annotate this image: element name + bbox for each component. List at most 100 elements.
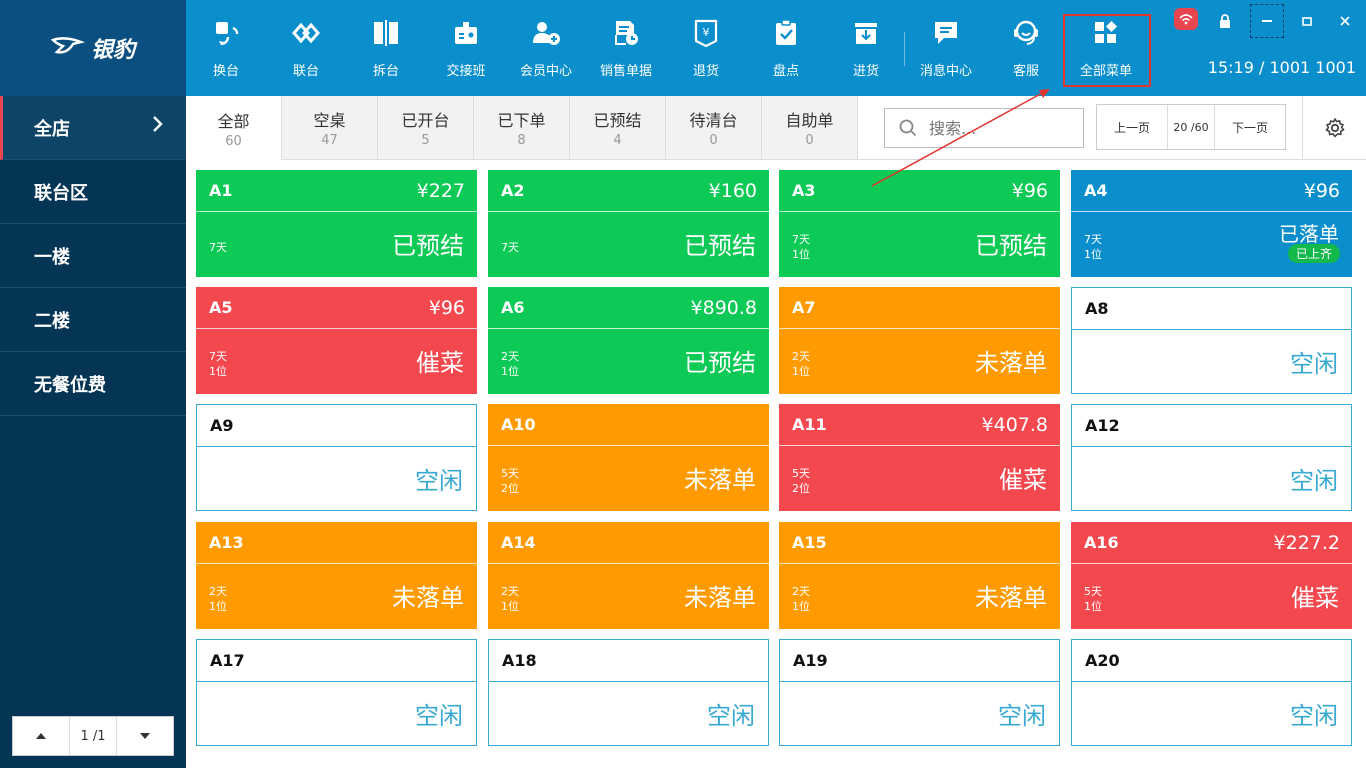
table-card[interactable]: A11 ¥407.8 5天 2位 催菜 [779, 404, 1060, 511]
tab-4[interactable]: 已预结 4 [570, 96, 666, 160]
status-badge: 已上齐 [1287, 244, 1340, 263]
table-card[interactable]: A8 空闲 [1071, 287, 1352, 394]
table-card[interactable]: A3 ¥96 7天 1位 已预结 [779, 170, 1060, 277]
table-card-header: A1 ¥227 [196, 170, 477, 212]
toolbar-button-label: 销售单据 [599, 64, 652, 79]
table-card[interactable]: A9 空闲 [196, 404, 477, 511]
table-guests: 1位 [792, 365, 810, 378]
table-card[interactable]: A15 2天 1位 未落单 [779, 522, 1060, 629]
table-card[interactable]: A14 2天 1位 未落单 [488, 522, 769, 629]
table-card-header: A12 [1072, 405, 1351, 447]
table-duration: 2天 [792, 350, 810, 363]
table-status: 已预结 [684, 349, 756, 377]
toolbar-button-3[interactable]: 交接班 [426, 18, 506, 79]
table-guests: 1位 [209, 365, 227, 378]
sidebar-item-label: 二楼 [34, 310, 70, 332]
table-card[interactable]: A5 ¥96 7天 1位 催菜 [196, 287, 477, 394]
table-card[interactable]: A19 空闲 [779, 639, 1060, 746]
sales-receipt-icon [611, 18, 641, 48]
table-card[interactable]: A13 2天 1位 未落单 [196, 522, 477, 629]
table-duration: 5天 [1084, 585, 1102, 598]
table-meta: 7天 [209, 240, 227, 255]
table-amount: ¥227.2 [1273, 531, 1340, 554]
table-card-body: 空闲 [197, 447, 476, 510]
sidebar-item-0[interactable]: 全店 [0, 96, 186, 160]
minimize-window-button[interactable] [1250, 4, 1284, 38]
table-meta: 7天 [501, 240, 519, 255]
table-card[interactable]: A4 ¥96 7天 1位 已落单 已上齐 [1071, 170, 1352, 277]
minimize-icon [1262, 20, 1272, 22]
sidebar-item-2[interactable]: 一楼 [0, 224, 186, 288]
table-amount: ¥96 [428, 296, 465, 319]
toolbar-button-4[interactable]: 会员中心 [506, 18, 586, 79]
table-pager: 上一页 20 /60 下一页 [1096, 104, 1286, 150]
toolbar-button-11[interactable]: 全部菜单 [1066, 18, 1146, 79]
table-card-header: A16 ¥227.2 [1071, 522, 1352, 564]
table-card-body: 2天 1位 未落单 [196, 564, 477, 627]
table-name: A14 [501, 533, 536, 552]
tab-6[interactable]: 自助单 0 [762, 96, 858, 160]
table-card-header: A14 [488, 522, 769, 564]
shift-handover-icon [451, 18, 481, 48]
table-card[interactable]: A2 ¥160 7天 已预结 [488, 170, 769, 277]
sidebar-page-up-button[interactable] [13, 717, 69, 755]
toolbar-button-5[interactable]: 销售单据 [586, 18, 666, 79]
search-box[interactable] [884, 108, 1084, 148]
table-card[interactable]: A6 ¥890.8 2天 1位 已预结 [488, 287, 769, 394]
tab-2[interactable]: 已开台 5 [378, 96, 474, 160]
brand-name: 银豹 [90, 38, 135, 63]
table-duration: 2天 [501, 585, 519, 598]
toolbar-button-6[interactable]: ¥ 退货 [666, 18, 746, 79]
table-card-body: 2天 1位 已预结 [488, 329, 769, 392]
toolbar-button-label: 进货 [852, 64, 879, 79]
table-guests: 1位 [1084, 248, 1102, 261]
tab-0[interactable]: 全部 60 [186, 96, 282, 160]
toolbar-button-label: 盘点 [772, 64, 799, 79]
table-status: 催菜 [999, 466, 1047, 494]
table-card[interactable]: A10 5天 2位 未落单 [488, 404, 769, 511]
prev-page-button[interactable]: 上一页 [1113, 120, 1150, 135]
member-center-icon [531, 18, 561, 48]
table-card[interactable]: A17 空闲 [196, 639, 477, 746]
sidebar-item-3[interactable]: 二楼 [0, 288, 186, 352]
purchase-icon [851, 18, 881, 48]
table-status: 未落单 [975, 584, 1047, 612]
lock-icon[interactable] [1212, 4, 1238, 38]
table-card[interactable]: A7 2天 1位 未落单 [779, 287, 1060, 394]
table-card[interactable]: A16 ¥227.2 5天 1位 催菜 [1071, 522, 1352, 629]
tab-label: 已下单 [497, 111, 546, 130]
table-card-body: 7天 1位 催菜 [196, 329, 477, 392]
maximize-window-button[interactable] [1290, 4, 1324, 38]
all-menu-icon [1091, 18, 1121, 48]
search-input[interactable] [929, 118, 1069, 138]
next-page-button[interactable]: 下一页 [1231, 120, 1268, 135]
tab-5[interactable]: 待清台 0 [666, 96, 762, 160]
tab-1[interactable]: 空桌 47 [282, 96, 378, 160]
settings-button[interactable] [1302, 96, 1366, 160]
tab-3[interactable]: 已下单 8 [474, 96, 570, 160]
sidebar-item-1[interactable]: 联台区 [0, 160, 186, 224]
toolbar-button-10[interactable]: 客服 [986, 18, 1066, 79]
table-card-header: A19 [780, 640, 1059, 682]
table-name: A6 [501, 298, 525, 317]
toolbar-button-0[interactable]: 换台 [186, 18, 266, 79]
table-card-body: 7天 已预结 [196, 212, 477, 275]
toolbar-button-9[interactable]: 消息中心 [906, 18, 986, 79]
table-card[interactable]: A12 空闲 [1071, 404, 1352, 511]
toolbar-button-8[interactable]: 进货 [826, 18, 906, 79]
table-card[interactable]: A20 空闲 [1071, 639, 1352, 746]
table-duration: 5天 [792, 467, 810, 480]
sidebar-page-down-button[interactable] [117, 717, 173, 755]
close-window-button[interactable] [1328, 4, 1362, 38]
clock-and-user: 15:19 / 1001 1001 [1207, 58, 1356, 77]
toolbar-button-2[interactable]: 拆台 [346, 18, 426, 79]
toolbar-button-1[interactable]: 联台 [266, 18, 346, 79]
customer-service-icon [1011, 18, 1041, 48]
network-status-icon[interactable] [1174, 8, 1198, 30]
sidebar-item-4[interactable]: 无餐位费 [0, 352, 186, 416]
table-name: A16 [1084, 533, 1119, 552]
table-card[interactable]: A18 空闲 [488, 639, 769, 746]
triangle-down-icon [140, 733, 150, 739]
table-card[interactable]: A1 ¥227 7天 已预结 [196, 170, 477, 277]
toolbar-button-7[interactable]: 盘点 [746, 18, 826, 79]
